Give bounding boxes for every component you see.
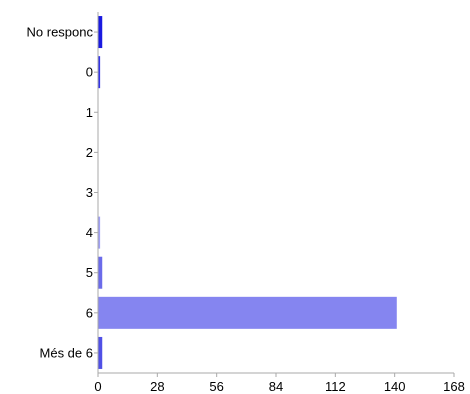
bar-6: [98, 296, 397, 329]
bar-4: [98, 216, 101, 249]
category-label-m-s-de-6: Més de 6: [40, 345, 93, 360]
x-tick-label-56: 56: [209, 379, 223, 394]
x-tick-label-84: 84: [269, 379, 283, 394]
category-label-6: 6: [86, 305, 93, 320]
category-labels-group: No responc 0 1 2 3 4 5 6 Més de 6: [27, 25, 98, 360]
x-ticks-group: 0 28 56 84 112 140 168: [94, 373, 465, 394]
x-tick-label-112: 112: [325, 379, 346, 394]
category-label-4: 4: [86, 225, 93, 240]
bar-no-responc: [98, 16, 103, 49]
category-label-5: 5: [86, 265, 93, 280]
category-label-2: 2: [86, 145, 93, 160]
bar-0: [98, 56, 101, 89]
bar-5: [98, 256, 103, 289]
category-label-0: 0: [86, 65, 93, 80]
x-tick-label-0: 0: [94, 379, 101, 394]
bar-m-s-de-6: [98, 336, 103, 369]
x-tick-label-28: 28: [150, 379, 164, 394]
x-tick-label-168: 168: [443, 379, 465, 394]
x-tick-label-140: 140: [384, 379, 406, 394]
bars-group: [98, 16, 397, 369]
category-label-no-responc: No responc: [27, 25, 94, 40]
category-label-3: 3: [86, 185, 93, 200]
category-label-1: 1: [86, 105, 93, 120]
